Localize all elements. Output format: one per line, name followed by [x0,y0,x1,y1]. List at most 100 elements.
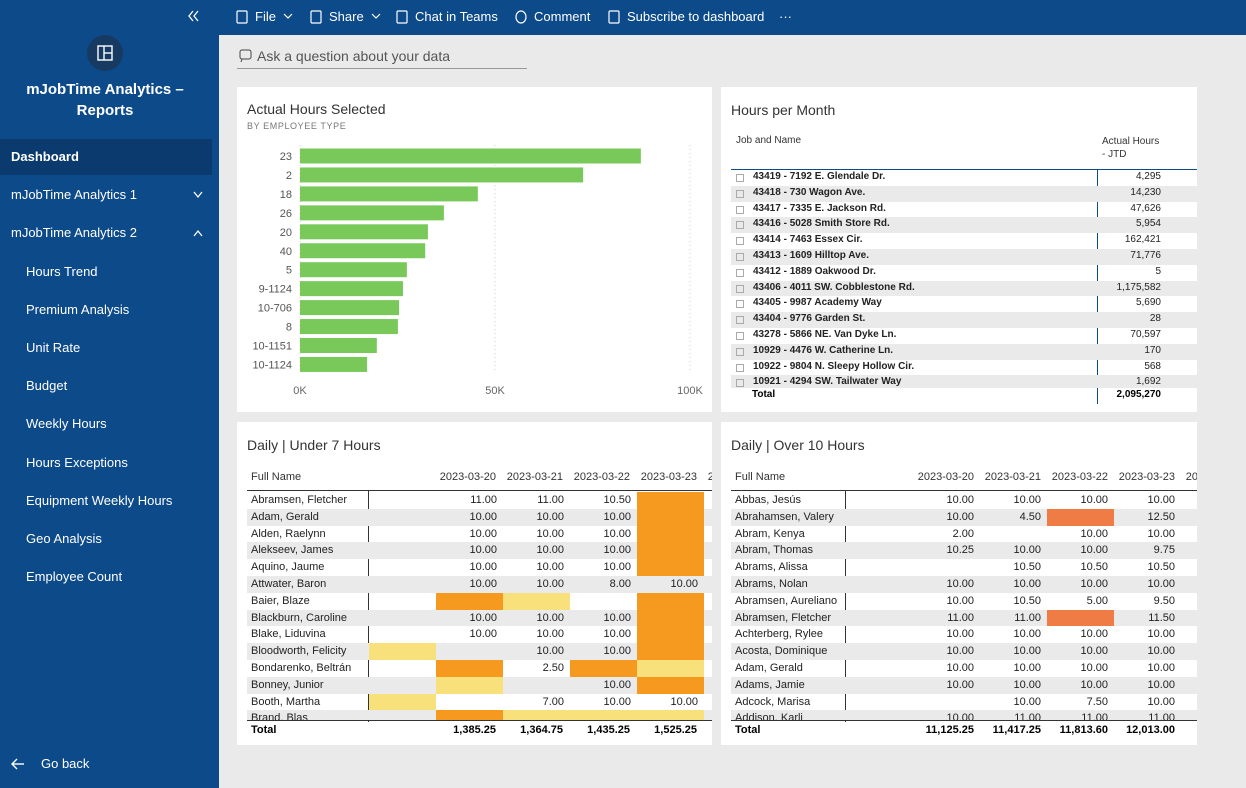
y-tick-label: 8 [286,322,292,334]
employee-name: Abram, Thomas [735,544,814,557]
toolbar-icon [396,10,408,24]
table-row: 43416 - 5028 Smith Store Rd. 5,954 [731,217,1197,234]
job-name: 10921 - 4294 SW. Tailwater Way [753,376,902,388]
toolbar-item[interactable]: ··· [779,9,792,24]
employee-name: Blackburn, Caroline [251,611,347,624]
table-row: Acosta, Dominique10.0010.0010.0010.008.0… [731,643,1197,660]
nav-page[interactable]: Hours Trend [26,263,98,279]
chart-subtitle: BY EMPLOYEE TYPE [247,121,346,131]
bar [300,356,368,372]
employee-name: Alekseev, James [251,544,334,557]
expand-icon [736,221,744,230]
hours-per-month-panel: Hours per Month Job and Name Actual Hours … [721,87,1197,412]
employee-name: Bloodworth, Felicity [251,645,347,658]
table-row: 43404 - 9776 Garden St. 28 [731,312,1197,328]
cell-highlight [637,710,704,720]
bar [300,224,428,240]
cell-highlight [637,660,704,677]
hours-cell: 10.00 [1013,544,1041,557]
sidebar: mJobTime Analytics – Reports Dashboard mJ… [0,0,219,788]
y-tick-label: 10-1151 [252,341,292,353]
hours-cell: 10.00 [603,510,631,523]
toolbar-item[interactable]: File [255,9,276,24]
toolbar-item[interactable]: Chat in Teams [415,9,498,24]
nav-page[interactable]: Equipment Weekly Hours [26,492,173,508]
employee-name: Brand, Blas [251,712,308,720]
hours-cell: 10.00 [946,578,974,590]
hours-cell: 12.50 [1147,510,1175,523]
nav-page[interactable]: Hours Exceptions [26,454,128,470]
nav-item[interactable]: mJobTime Analytics 2 [11,225,137,241]
table-row: 43278 - 5866 NE. Van Dyke Ln. 70,597 [731,328,1197,344]
nav-page[interactable]: Unit Rate [26,340,81,355]
cell-highlight [436,660,503,677]
job-name: 43412 - 1889 Oakwood Dr. [753,265,876,277]
expand-icon [736,347,744,356]
hours-cell: 10.00 [469,628,497,641]
y-tick-label: 2 [286,170,292,182]
hours-cell: 11.00 [1081,712,1108,720]
nav-page[interactable]: Weekly Hours [26,416,107,432]
nav-page[interactable]: Budget [26,378,68,394]
hours-cell: 10.00 [536,578,564,590]
hours-cell: 10.00 [946,662,974,674]
employee-name: Bondarenko, Beltrán [251,662,352,674]
table-row: Abramsen, Fletcher11.0011.0010.5011.506.… [731,609,1197,627]
y-tick-label: 5 [286,265,292,277]
nav-page[interactable]: Premium Analysis [26,301,130,317]
employee-name: Adam, Gerald [251,510,319,523]
table-row: 43414 - 7463 Essex Cir. 162,421 [731,233,1197,249]
hours-cell: 4.50 [1019,510,1041,523]
hours-cell: 10.00 [946,494,974,506]
go-back[interactable]: Go back [41,756,90,771]
qa-box[interactable]: Ask a question about your data [237,44,527,69]
cell-highlight [436,676,503,694]
icon-shape [236,10,248,24]
expand-icon [736,205,744,214]
bar [300,319,398,335]
hours-cell: 10.00 [1080,678,1108,691]
toolbar-item[interactable]: Subscribe to dashboard [627,9,765,24]
icon-shape [310,10,322,24]
toolbar-item[interactable]: Share [329,9,364,24]
column-rule [845,491,846,722]
column-header: 2023-03-21 [506,471,563,483]
column-header: Full Name [735,471,786,483]
daily-under-7-panel: Daily | Under 7 Hours Full Name 2023-03-20… [237,422,712,745]
y-tick-label: 10-706 [258,303,292,315]
bar [300,167,584,183]
nav-page[interactable]: Geo Analysis [26,531,102,546]
toolbar-item[interactable]: Comment [534,9,591,24]
toolbar-icon [608,10,620,24]
table-row: Abramsen, Fletcher11.0011.0010.5011.506.… [247,492,712,509]
total-value: 1,435.25 [587,724,630,736]
hours-cell: 10.00 [1080,544,1108,557]
nav-list: Dashboard mJobTime Analytics 1 mJobTime An… [0,0,219,740]
bar [300,243,426,259]
hours-cell: 10.00 [946,645,974,658]
column-header: 2023-03-24 [707,471,712,483]
column-header: 2023-03-23 [640,471,697,483]
bar-panel: Actual Hours Selected BY EMPLOYEE TYPE 0K 5… [237,87,712,412]
back-arrow[interactable] [10,756,28,772]
nav-item[interactable]: mJobTime Analytics 1 [11,187,137,203]
hours-cell: 10.00 [1080,578,1108,590]
hours-cell: 10.00 [946,628,974,641]
employee-name: Abram, Kenya [735,527,805,540]
chevron [193,230,203,237]
employee-name: Adcock, Marisa [735,695,811,708]
expand-icon [736,379,744,388]
hours-cell: 11.50 [1148,611,1175,624]
y-tick-label: 10-1124 [252,359,292,371]
hours-cell: 10.00 [1080,662,1108,674]
icon-shape [396,10,408,24]
nav-page[interactable]: Employee Count [26,569,123,585]
column-header: 2023-03-22 [573,471,630,483]
column-header: 2023-03-21 [984,471,1041,483]
nav-item[interactable]: Dashboard [0,139,212,175]
column-rule [368,491,369,722]
hours-cell: 10.00 [536,645,564,658]
